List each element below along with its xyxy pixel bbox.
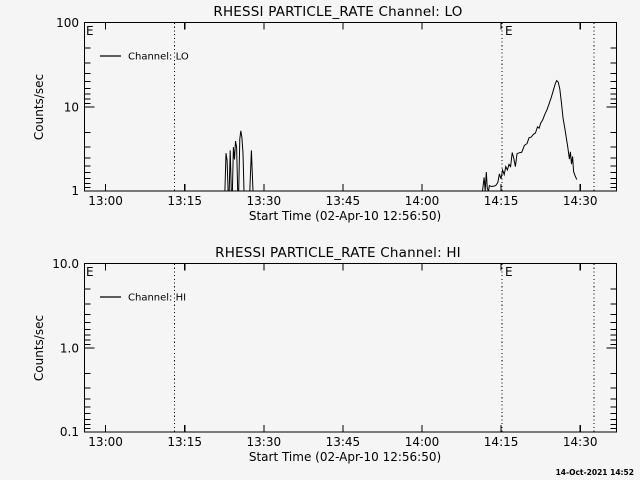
panel-hi-title: RHESSI PARTICLE_RATE Channel: HI (215, 245, 461, 261)
legend-label-hi: Channel: HI (128, 293, 186, 304)
panel-lo: RHESSI PARTICLE_RATE Channel: LO (32, 4, 618, 223)
panel-lo-xtick-4: 14:00 (405, 194, 440, 208)
panel-hi-event-marker-left: E (86, 265, 94, 279)
render-timestamp: 14-Oct-2021 14:52 (556, 468, 634, 477)
panel-lo-event-marker-left: E (86, 24, 94, 38)
panel-hi-y-minor-ticks (84, 288, 617, 430)
panel-hi-ytick-1: 1.0 (60, 341, 79, 355)
panel-hi-ytick-10: 10.0 (52, 257, 79, 271)
panel-lo-event-marker-mid: E (505, 24, 513, 38)
panel-lo-xtick-5: 14:15 (484, 194, 519, 208)
panel-lo-xtick-6: 14:30 (563, 194, 598, 208)
panel-hi-xtick-3: 13:45 (326, 435, 361, 449)
panel-lo-data (85, 79, 578, 191)
panel-lo-ylabel: Counts/sec (32, 74, 46, 140)
panel-hi-ylabel: Counts/sec (32, 315, 46, 381)
panel-lo-ytick-10: 10 (64, 100, 79, 114)
panel-lo-ytick-1: 1 (71, 184, 79, 198)
panel-lo-x-major-ticks (105, 22, 581, 191)
panel-hi-xtick-0: 13:00 (88, 435, 123, 449)
panel-hi-xtick-2: 13:30 (247, 435, 282, 449)
panel-hi-event-marker-mid: E (505, 265, 513, 279)
panel-lo-xtick-0: 13:00 (88, 194, 123, 208)
panel-lo-title: RHESSI PARTICLE_RATE Channel: LO (213, 4, 462, 20)
panel-hi-xlabel: Start Time (02-Apr-10 12:56:50) (249, 450, 441, 464)
series-line-lo (85, 79, 578, 191)
panel-lo-ytick-100: 100 (56, 16, 79, 30)
panel-hi-xtick-6: 14:30 (563, 435, 598, 449)
panel-lo-y-major-ticks (84, 21, 617, 192)
panel-hi-legend: Channel: HI (100, 293, 186, 304)
panel-lo-xtick-3: 13:45 (326, 194, 361, 208)
panel-hi-xtick-5: 14:15 (484, 435, 519, 449)
panel-hi: RHESSI PARTICLE_RATE Channel: HI (32, 245, 618, 464)
panel-hi-xtick-1: 13:15 (167, 435, 202, 449)
panel-hi-x-major-ticks (105, 263, 581, 432)
panel-lo-y-minor-ticks (84, 47, 617, 189)
panel-lo-xlabel: Start Time (02-Apr-10 12:56:50) (249, 209, 441, 223)
panel-hi-y-major-ticks (84, 262, 617, 433)
panel-hi-xtick-4: 14:00 (405, 435, 440, 449)
panel-lo-xtick-2: 13:30 (247, 194, 282, 208)
panel-lo-xtick-1: 13:15 (167, 194, 202, 208)
panel-hi-ytick-01: 0.1 (60, 425, 79, 439)
legend-label-lo: Channel: LO (128, 52, 189, 63)
panel-lo-legend: Channel: LO (100, 52, 189, 63)
